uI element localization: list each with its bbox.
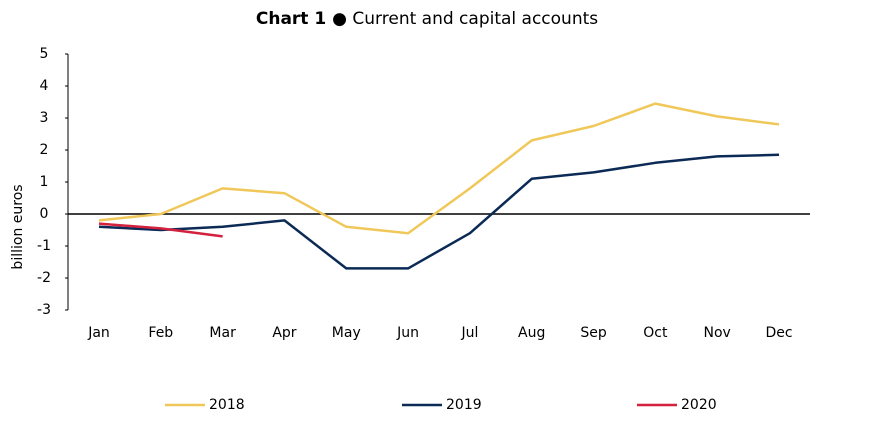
x-tick-label: Sep [580,325,607,341]
y-tick-label: 3 [40,110,49,126]
line-series [98,153,780,270]
x-tick-label: Dec [765,325,792,341]
x-tick-label: Jan [87,325,110,341]
y-axis-label: billion euros [10,184,26,269]
chart-title: Chart 1 ● Current and capital accounts [256,9,598,29]
title-text: ● Current and capital accounts [332,9,598,29]
legend-label: 2018 [209,397,245,413]
x-tick-label: May [332,325,361,341]
y-tick-label: 0 [40,206,49,222]
legend-label: 2020 [681,397,717,413]
y-tick-label: -3 [37,302,51,318]
x-tick-label: Jun [396,325,419,341]
line-series [98,222,223,238]
x-tick-label: Feb [148,325,173,341]
x-tick-label: Oct [643,325,668,341]
x-tick-label: Mar [209,325,236,341]
legend-label: 2019 [446,397,482,413]
y-tick-label: 4 [40,78,49,94]
y-tick-label: 5 [40,46,49,62]
title-number: Chart 1 [256,9,326,29]
y-tick-label: 2 [40,142,49,158]
y-tick-label: -1 [37,238,51,254]
x-tick-label: Jul [460,325,478,341]
x-tick-label: Nov [704,325,731,341]
y-tick-label: -2 [37,270,51,286]
y-tick-label: 1 [40,174,49,190]
x-tick-label: Aug [518,325,545,341]
x-tick-label: Apr [272,325,296,341]
line-series [98,102,780,235]
